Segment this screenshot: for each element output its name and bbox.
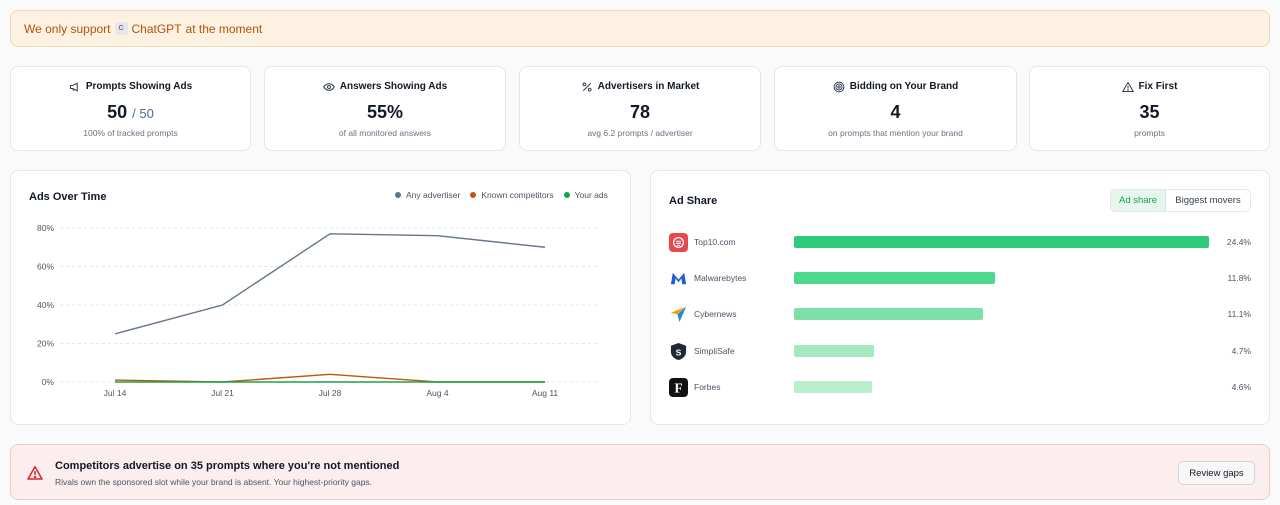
share-bar: [794, 236, 1209, 248]
ads-over-time-chart: 0% 20% 40% 60% 80% Jul 14 Jul 21 Jul 28 Aug 4 Aug…: [37, 223, 600, 398]
advertiser-name: Cybernews: [694, 309, 737, 319]
list-item[interactable]: S SimpliSafe 4.7%: [669, 341, 1251, 361]
share-bar: [794, 381, 873, 393]
legend-item-known-competitors[interactable]: Known competitors: [470, 190, 554, 200]
kpi-answers-showing-ads: Answers Showing Ads 55% of all monitored…: [264, 66, 506, 151]
banner-suffix: at the moment: [185, 21, 263, 36]
y-tick-label: 40%: [37, 300, 54, 310]
y-tick-label: 80%: [37, 223, 54, 233]
x-tick-label: Jul 21: [211, 388, 234, 398]
share-percent: 11.8%: [1227, 273, 1251, 283]
kpi-value: 4: [890, 102, 901, 122]
tab-ad-share[interactable]: Ad share: [1111, 190, 1166, 211]
megaphone-icon: [69, 81, 78, 92]
svg-text:S: S: [676, 347, 682, 357]
share-percent: 4.7%: [1231, 346, 1251, 356]
x-tick-label: Aug 4: [426, 388, 448, 398]
list-item[interactable]: Top10.com 24.4%: [669, 232, 1251, 252]
kpi-title: Advertisers in Market: [597, 81, 700, 92]
advertiser-name: Malwarebytes: [694, 273, 747, 283]
legend-label: Any advertiser: [406, 190, 461, 200]
malwarebytes-logo-icon: [669, 269, 688, 288]
series-line-known-competitors: [114, 373, 545, 383]
y-tick-label: 60%: [37, 262, 54, 272]
chatgpt-chip-icon: C: [114, 22, 128, 35]
kpi-subtitle: on prompts that mention your brand: [828, 128, 963, 138]
advertiser-name: SimpliSafe: [694, 346, 735, 356]
alert-subtitle: Rivals own the sponsored slot while your…: [55, 477, 373, 487]
simplisafe-logo-icon: S: [669, 342, 688, 361]
kpi-value: 50: [107, 102, 128, 122]
competitor-gap-alert: Competitors advertise on 35 prompts wher…: [10, 444, 1270, 500]
share-bar-track: [794, 272, 995, 284]
ad-share-card: [650, 170, 1270, 425]
banner-prefix: We only support: [24, 21, 111, 36]
x-tick-label: Jul 14: [104, 388, 127, 398]
y-tick-label: 0%: [42, 377, 55, 387]
x-tick-label: Aug 11: [532, 388, 559, 398]
legend-dot: [563, 192, 570, 198]
tab-biggest-movers[interactable]: Biggest movers: [1175, 195, 1241, 206]
warning-icon: [1121, 80, 1134, 92]
legend-dot: [395, 192, 401, 198]
warning-icon: [27, 466, 43, 480]
list-item[interactable]: Cybernews 11.1%: [669, 304, 1251, 324]
share-bar: [794, 272, 995, 284]
kpi-bidding-on-your-brand: Bidding on Your Brand 4 on prompts that …: [774, 66, 1017, 151]
cybernews-logo-icon: [669, 305, 688, 324]
kpi-subtitle: of all monitored answers: [338, 128, 432, 138]
y-tick-label: 20%: [37, 339, 54, 349]
kpi-value: 55%: [366, 102, 404, 122]
top10-logo-icon: [669, 232, 688, 252]
kpi-title: Fix First: [1138, 81, 1178, 92]
kpi-fix-first: Fix First 35 prompts: [1029, 66, 1270, 151]
kpi-title: Prompts Showing Ads: [85, 81, 193, 92]
x-tick-label: Jul 28: [319, 388, 342, 398]
kpi-subtitle: avg 6.2 prompts / advertiser: [587, 128, 693, 138]
percent-icon: [582, 82, 592, 91]
alert-title: Competitors advertise on 35 prompts wher…: [55, 460, 400, 472]
kpi-title: Bidding on Your Brand: [849, 81, 959, 92]
legend-item-your-ads[interactable]: Your ads: [563, 190, 608, 200]
kpi-subtitle: prompts: [1134, 128, 1165, 138]
share-bar: [794, 308, 983, 320]
share-bar-track: [794, 236, 1209, 248]
share-bar-track: [794, 308, 983, 320]
support-banner: We only support C ChatGPT at the moment: [10, 10, 1270, 47]
list-item[interactable]: Malwarebytes 11.8%: [669, 268, 1251, 288]
legend-dot: [470, 192, 477, 198]
ad-share-title: Ad Share: [669, 195, 718, 207]
target-icon: [833, 81, 845, 92]
kpi-prompts-showing-ads: Prompts Showing Ads 50 / 50 100% of trac…: [10, 66, 251, 151]
kpi-denominator: / 50: [132, 106, 154, 121]
legend-item-any-advertiser[interactable]: Any advertiser: [395, 190, 460, 200]
kpi-title: Answers Showing Ads: [339, 81, 448, 92]
ads-over-time-title: Ads Over Time: [29, 191, 107, 203]
advertiser-name: Forbes: [694, 382, 721, 392]
kpi-advertisers-in-market: Advertisers in Market 78 avg 6.2 prompts…: [519, 66, 761, 151]
kpi-value: 35: [1139, 102, 1160, 122]
chart-legend: Any advertiser Known competitors Your ad…: [395, 190, 608, 200]
series-line-any-advertiser: [114, 233, 546, 335]
share-percent: 24.4%: [1226, 237, 1251, 247]
advertiser-name: Top10.com: [694, 237, 736, 247]
share-percent: 11.1%: [1227, 309, 1251, 319]
eye-icon: [322, 82, 335, 91]
share-bar: [794, 345, 874, 357]
share-bar-track: [794, 381, 873, 393]
banner-model: ChatGPT: [131, 21, 182, 36]
forbes-logo-icon: F: [669, 377, 688, 397]
list-item[interactable]: F Forbes 4.6%: [669, 377, 1251, 397]
review-gaps-button[interactable]: Review gaps: [1178, 461, 1255, 485]
ad-share-tabs: Ad share Biggest movers: [1110, 189, 1251, 212]
legend-label: Known competitors: [481, 190, 554, 200]
legend-label: Your ads: [574, 190, 608, 200]
kpi-subtitle: 100% of tracked prompts: [83, 128, 178, 138]
share-percent: 4.6%: [1231, 382, 1251, 392]
svg-text:F: F: [674, 380, 682, 395]
share-bar-track: [794, 345, 874, 357]
kpi-value: 78: [629, 102, 651, 122]
